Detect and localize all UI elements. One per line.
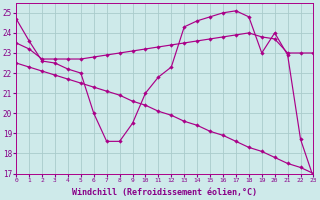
X-axis label: Windchill (Refroidissement éolien,°C): Windchill (Refroidissement éolien,°C): [72, 188, 257, 197]
